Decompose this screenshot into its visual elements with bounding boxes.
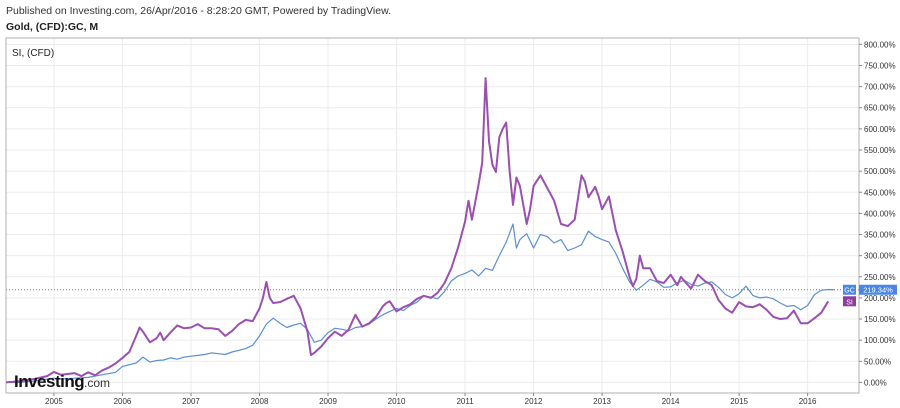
x-tick-label: 2012	[525, 397, 543, 406]
x-tick-label: 2009	[319, 397, 337, 406]
value-badges: GC 219.34% SI	[843, 284, 897, 307]
y-tick-label: 650.00%	[864, 104, 896, 113]
series-legend-label: SI, (CFD)	[12, 48, 54, 59]
y-tick-label: 800.00%	[864, 40, 896, 49]
published-info: Published on Investing.com, 26/Apr/2016 …	[6, 5, 392, 17]
x-tick-label: 2011	[456, 397, 474, 406]
series-lines	[5, 77, 836, 384]
investing-logo: Investing .com	[14, 372, 110, 391]
x-tick-label: 2015	[730, 397, 748, 406]
y-tick-label: 700.00%	[864, 83, 896, 92]
vertical-gridlines	[53, 38, 809, 393]
symbol-title: Gold, (CFD):GC, M	[6, 21, 99, 33]
y-tick-label: 350.00%	[864, 231, 896, 240]
y-tick-label: 400.00%	[864, 209, 896, 218]
x-tick-label: 2006	[114, 397, 132, 406]
logo-main: Investing	[14, 372, 84, 391]
series-line-si[interactable]	[5, 77, 830, 384]
badge-value: 219.34%	[863, 286, 893, 295]
x-tick-label: 2008	[251, 397, 269, 406]
horizontal-gridlines	[6, 43, 859, 383]
y-tick-label: 0.00%	[864, 378, 887, 387]
badge-value-box	[859, 284, 897, 295]
y-tick-label: 150.00%	[864, 315, 896, 324]
badge-si: SI	[843, 296, 856, 307]
x-tick-label: 2016	[799, 397, 817, 406]
plot-frame	[5, 37, 860, 394]
x-tick-label: 2013	[593, 397, 611, 406]
badge-gc: GC 219.34%	[843, 284, 897, 295]
x-tick-label: 2014	[662, 397, 680, 406]
y-tick-label: 600.00%	[864, 125, 896, 134]
y-tick-label: 300.00%	[864, 252, 896, 261]
y-axis-ticks: 0.00% 50.00% 100.00% 150.00% 200.00% 250.00% 3…	[859, 40, 896, 387]
badge-label: GC	[844, 288, 855, 295]
badge-tag	[843, 296, 856, 307]
badge-tag	[843, 284, 856, 295]
logo-suffix: .com	[84, 376, 110, 390]
x-axis-ticks: 2005 2006 2007 2008 2009 2010 2011 2012 2013 2014…	[45, 393, 817, 406]
x-tick-label: 2007	[182, 397, 200, 406]
x-tick-label: 2005	[45, 397, 63, 406]
y-tick-label: 450.00%	[864, 188, 896, 197]
y-tick-label: 550.00%	[864, 146, 896, 155]
y-tick-label: 100.00%	[864, 336, 896, 345]
badge-label: SI	[846, 299, 853, 306]
y-tick-label: 250.00%	[864, 273, 896, 282]
y-tick-label: 200.00%	[864, 294, 896, 303]
x-tick-label: 2010	[388, 397, 406, 406]
y-tick-label: 500.00%	[864, 167, 896, 176]
y-tick-label: 50.00%	[864, 357, 891, 366]
y-tick-label: 750.00%	[864, 61, 896, 70]
series-line-gc[interactable]	[6, 223, 836, 383]
